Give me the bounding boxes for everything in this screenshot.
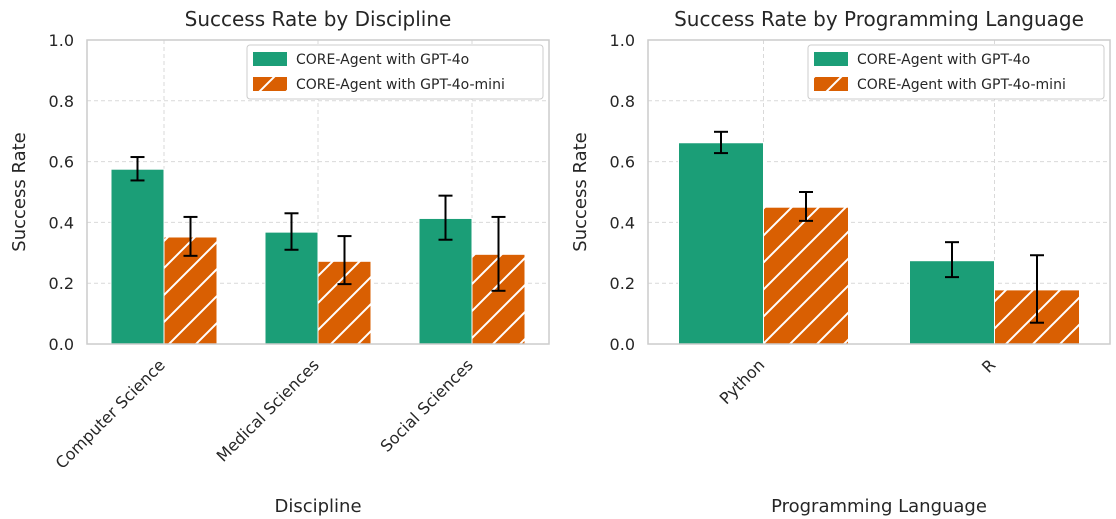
y-tick-label: 0.8 <box>49 92 74 111</box>
legend-label-gpt-4o: CORE-Agent with GPT-4o <box>857 52 1030 68</box>
legend-box <box>807 44 1105 100</box>
legend-swatch-gpt-4o <box>814 52 848 66</box>
x-axis-label: Programming Language <box>771 496 987 517</box>
y-axis-label: Success Rate <box>570 132 591 251</box>
legend-label-gpt-4o: CORE-Agent with GPT-4o <box>296 52 469 68</box>
plot-area-frame <box>647 39 1111 345</box>
y-tick-label: 0.8 <box>610 92 635 111</box>
legend: CORE-Agent with GPT-4o CORE-Agent with G… <box>246 44 544 100</box>
legend-swatch-gpt-4o-mini <box>253 77 287 91</box>
y-tick-label: 1.0 <box>49 31 74 50</box>
x-tick-label: Computer Science <box>52 355 169 472</box>
legend-label-gpt-4o-mini: CORE-Agent with GPT-4o-mini <box>857 77 1066 93</box>
x-tick-label: Medical Sciences <box>213 355 323 465</box>
y-tick-label: 0.2 <box>49 274 74 293</box>
chart-title: Success Rate by Programming Language <box>674 7 1084 31</box>
y-tick-label: 0.6 <box>49 153 74 172</box>
y-tick-label: 0.0 <box>49 335 74 354</box>
bar-core-agent-with-gpt-4o-computer-science <box>110 168 165 345</box>
chart-title: Success Rate by Discipline <box>185 7 452 31</box>
y-tick-label: 0.4 <box>610 213 635 232</box>
legend: CORE-Agent with GPT-4o CORE-Agent with G… <box>807 44 1105 100</box>
bar-core-agent-with-gpt-4o-mini-python <box>763 206 849 345</box>
legend-box <box>246 44 544 100</box>
y-tick-label: 0.2 <box>610 274 635 293</box>
legend-swatch-gpt-4o-mini <box>814 77 848 91</box>
x-tick-label: Social Sciences <box>376 355 476 455</box>
bar-core-agent-with-gpt-4o-python <box>678 142 764 345</box>
chart-panel-discipline: 0.0 0.2 0.4 0.6 0.8 1.0 Computer Science Medic… <box>9 7 550 517</box>
plot-area-frame <box>86 39 550 345</box>
chart-panel-programming-language: 0.0 0.2 0.4 0.6 0.8 1.0 Python R Success Rate … <box>570 7 1111 517</box>
x-tick-label: R <box>978 355 999 376</box>
y-tick-label: 1.0 <box>610 31 635 50</box>
y-tick-label: 0.6 <box>610 153 635 172</box>
y-tick-label: 0.4 <box>49 213 74 232</box>
legend-swatch-gpt-4o <box>253 52 287 66</box>
y-tick-label: 0.0 <box>610 335 635 354</box>
legend-label-gpt-4o-mini: CORE-Agent with GPT-4o-mini <box>296 77 505 93</box>
x-tick-label: Python <box>716 355 769 408</box>
x-axis-label: Discipline <box>274 496 361 517</box>
y-axis-label: Success Rate <box>9 132 30 251</box>
